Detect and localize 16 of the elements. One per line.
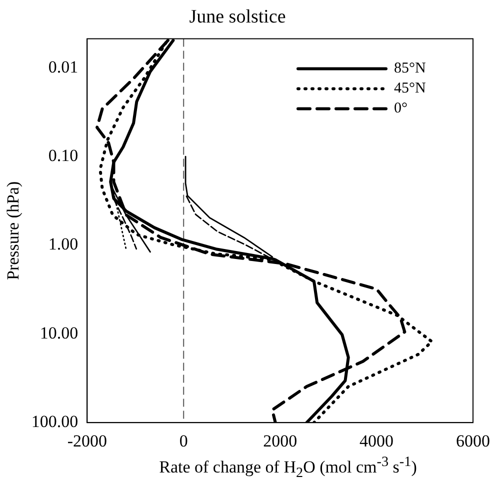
x-tick-label: 0 [179,431,188,450]
y-tick-label: 0.10 [48,146,78,166]
x-axis-title: Rate of change of H$_{2}$O (mol cm$^{-3}$ s$^{-1}$) [158,453,418,479]
x-tick-label: 2000 [263,431,298,450]
chart-title: June solstice [189,6,286,28]
y-tick-label: 10.00 [40,323,78,342]
text: 85°N [394,60,426,77]
y-axis-title: Pressure (hPa) [4,181,23,280]
y-tick-label: 1.00 [48,234,78,254]
text: 45°N [394,80,426,97]
y-tick-label: 100.00 [31,412,78,432]
x-tick-label: -2000 [67,431,107,450]
y-tick-label: 0.01 [48,57,78,76]
x-tick-label: 4000 [360,431,394,450]
x-tick-label: 6000 [456,431,490,450]
text: 0° [394,100,408,117]
